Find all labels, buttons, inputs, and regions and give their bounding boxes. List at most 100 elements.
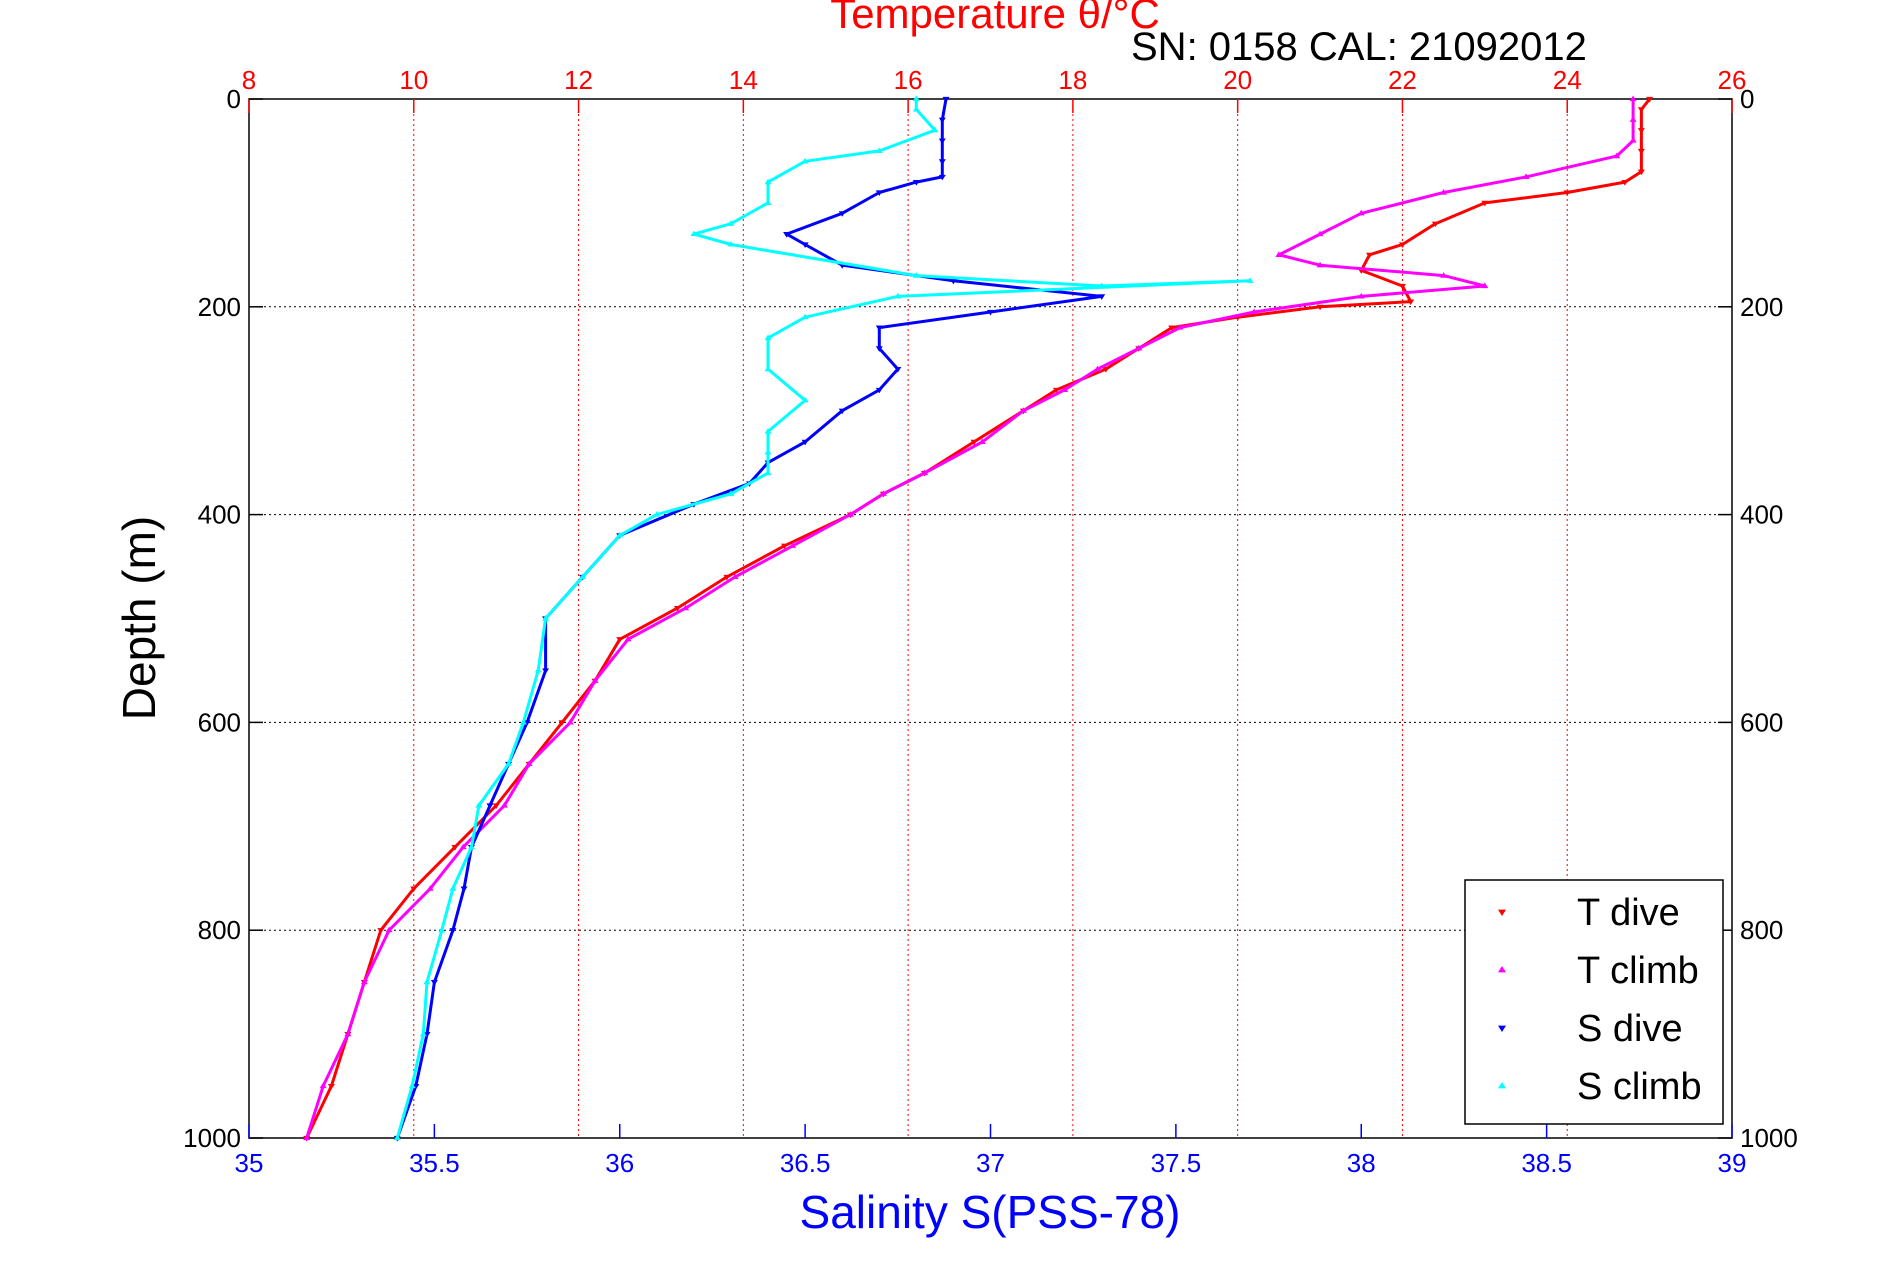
salinity-tick-label: 36 bbox=[605, 1148, 634, 1178]
data-point-t-climb bbox=[385, 926, 393, 933]
data-point-t-dive bbox=[723, 574, 731, 581]
salinity-tick-label: 37.5 bbox=[1151, 1148, 1202, 1178]
depth-tick-label: 1000 bbox=[183, 1123, 241, 1153]
data-point-t-climb bbox=[682, 604, 690, 611]
temperature-tick-label: 22 bbox=[1388, 65, 1417, 95]
data-point-s-climb bbox=[616, 531, 624, 538]
depth-tick-label: 600 bbox=[198, 707, 241, 737]
data-point-s-climb bbox=[438, 926, 446, 933]
data-point-s-climb bbox=[764, 469, 772, 476]
data-point-t-climb bbox=[1440, 272, 1448, 278]
legend-marker bbox=[1498, 1082, 1506, 1089]
depth-tick-label: 800 bbox=[198, 915, 241, 945]
data-point-s-climb bbox=[579, 573, 587, 580]
data-point-t-climb bbox=[1613, 152, 1621, 159]
data-point-t-climb bbox=[1316, 230, 1324, 237]
data-point-t-dive bbox=[1563, 190, 1571, 197]
temperature-tick-label: 14 bbox=[729, 65, 758, 95]
data-point-t-climb bbox=[1019, 407, 1027, 413]
salinity-tick-label: 35.5 bbox=[409, 1148, 460, 1178]
series-line-s-dive bbox=[395, 98, 1104, 1139]
data-point-s-dive bbox=[801, 439, 809, 446]
data-point-s-dive bbox=[801, 242, 809, 248]
data-point-s-climb bbox=[505, 760, 513, 767]
depth-tick-label-right: 0 bbox=[1740, 84, 1754, 114]
data-point-s-dive bbox=[423, 1032, 431, 1038]
data-point-s-dive bbox=[838, 211, 846, 217]
data-point-t-dive bbox=[1637, 128, 1645, 134]
data-point-s-climb bbox=[912, 105, 920, 112]
data-point-t-climb bbox=[789, 542, 797, 548]
data-point-s-dive bbox=[938, 138, 946, 145]
data-point-s-climb bbox=[801, 313, 809, 320]
salinity-tick-label: 39 bbox=[1718, 1148, 1747, 1178]
data-point-t-climb bbox=[1275, 251, 1283, 257]
data-point-t-climb bbox=[1629, 137, 1637, 143]
data-point-s-dive bbox=[460, 886, 468, 893]
data-point-t-dive bbox=[1621, 180, 1629, 186]
depth-tick-label: 0 bbox=[227, 84, 241, 114]
data-point-t-climb bbox=[731, 573, 739, 580]
data-point-t-dive bbox=[1102, 367, 1110, 373]
data-point-t-climb bbox=[591, 677, 599, 683]
data-point-t-dive bbox=[970, 439, 978, 446]
data-point-t-dive bbox=[673, 606, 681, 612]
temperature-tick-label: 26 bbox=[1718, 65, 1747, 95]
data-point-s-climb bbox=[1246, 277, 1254, 283]
temperature-tick-label: 20 bbox=[1223, 65, 1252, 95]
data-point-s-dive bbox=[486, 803, 494, 810]
data-point-s-climb bbox=[912, 272, 920, 278]
data-point-s-climb bbox=[875, 147, 883, 154]
data-point-t-climb bbox=[1250, 308, 1258, 315]
depth-tick-label-right: 600 bbox=[1740, 707, 1783, 737]
salinity-tick-label: 35 bbox=[235, 1148, 264, 1178]
legend-marker bbox=[1498, 966, 1506, 973]
data-point-s-climb bbox=[475, 802, 483, 808]
data-point-s-climb bbox=[764, 199, 772, 205]
temperature-tick-label: 10 bbox=[399, 65, 428, 95]
data-point-t-climb bbox=[1629, 116, 1637, 122]
data-point-s-dive bbox=[783, 231, 791, 238]
data-point-s-climb bbox=[419, 1030, 427, 1037]
series-line-t-climb bbox=[305, 99, 1635, 1139]
data-point-t-dive bbox=[1637, 148, 1645, 155]
temperature-tick-label: 12 bbox=[564, 65, 593, 95]
data-point-t-dive bbox=[1481, 200, 1489, 207]
data-point-s-climb bbox=[764, 427, 772, 434]
data-point-t-climb bbox=[1357, 209, 1365, 216]
data-point-s-climb bbox=[1098, 282, 1106, 289]
data-point-t-dive bbox=[1637, 169, 1645, 176]
data-point-t-dive bbox=[781, 543, 789, 550]
data-point-t-climb bbox=[1135, 344, 1143, 351]
data-point-s-climb bbox=[393, 1134, 401, 1141]
depth-tick-label-right: 400 bbox=[1740, 500, 1783, 530]
salinity-tick-label: 36.5 bbox=[780, 1148, 831, 1178]
data-point-s-dive bbox=[938, 159, 946, 165]
data-point-t-climb bbox=[303, 1134, 311, 1141]
data-point-t-climb bbox=[459, 843, 467, 850]
data-point-t-climb bbox=[1094, 365, 1102, 372]
data-point-t-dive bbox=[1398, 283, 1406, 290]
data-point-s-dive bbox=[838, 408, 846, 415]
salinity-tick-label: 38 bbox=[1347, 1148, 1376, 1178]
data-point-t-climb bbox=[879, 490, 887, 496]
data-point-t-climb bbox=[1629, 95, 1637, 102]
temperature-tick-label: 24 bbox=[1553, 65, 1582, 95]
data-point-s-climb bbox=[801, 157, 809, 164]
data-point-s-dive bbox=[875, 190, 883, 197]
data-point-s-climb bbox=[727, 240, 735, 247]
series-s-climb bbox=[393, 95, 1254, 1141]
data-point-t-dive bbox=[1398, 242, 1406, 248]
data-point-s-climb bbox=[690, 230, 698, 237]
data-point-t-climb bbox=[319, 1082, 327, 1089]
data-point-t-dive bbox=[1365, 252, 1373, 259]
temperature-tick-label: 18 bbox=[1058, 65, 1087, 95]
data-point-t-dive bbox=[451, 844, 459, 851]
data-point-t-climb bbox=[1481, 282, 1489, 289]
data-point-s-climb bbox=[764, 365, 772, 372]
data-point-t-climb bbox=[1357, 292, 1365, 299]
data-point-t-climb bbox=[1440, 189, 1448, 195]
serial-calibration-info: SN: 0158 CAL: 21092012 bbox=[1131, 25, 1587, 69]
legend-label: S climb bbox=[1577, 1066, 1702, 1108]
